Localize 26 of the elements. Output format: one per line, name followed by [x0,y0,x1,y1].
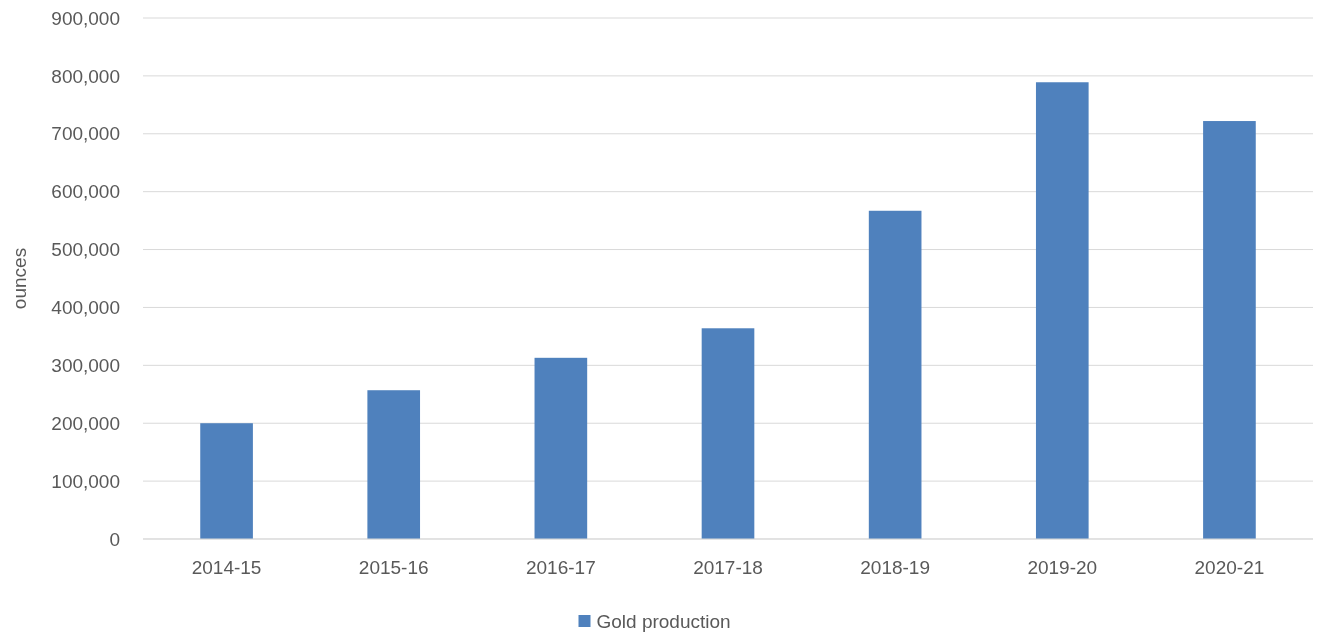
bar [701,328,755,539]
y-tick-label: 900,000 [51,7,120,29]
x-tick-label: 2018-19 [860,557,931,578]
bar [1035,82,1089,539]
x-tick-label: 2015-16 [358,557,429,578]
y-tick-label: 300,000 [51,354,120,376]
x-tick-label: 2014-15 [191,557,262,578]
x-tick-label: 2017-18 [693,557,763,578]
bar [367,390,421,539]
y-tick-label: 500,000 [51,239,120,261]
x-tick-label: 2016-17 [525,557,596,578]
y-tick-label: 200,000 [51,412,120,434]
bar [534,357,588,539]
bar [868,210,922,539]
bar [1203,121,1256,539]
y-tick-label: 100,000 [51,470,120,492]
bar [200,423,253,539]
y-tick-label: 800,000 [51,65,120,87]
y-tick-label: 700,000 [51,123,120,145]
legend-label: Gold production [596,611,731,632]
y-tick-label: 400,000 [51,297,120,319]
x-tick-label: 2019-20 [1027,557,1098,578]
y-tick-label: 600,000 [51,181,120,203]
y-axis-title: ounces [9,247,30,310]
x-tick-label: 2020-21 [1194,557,1265,578]
y-tick-label: 0 [109,528,120,550]
